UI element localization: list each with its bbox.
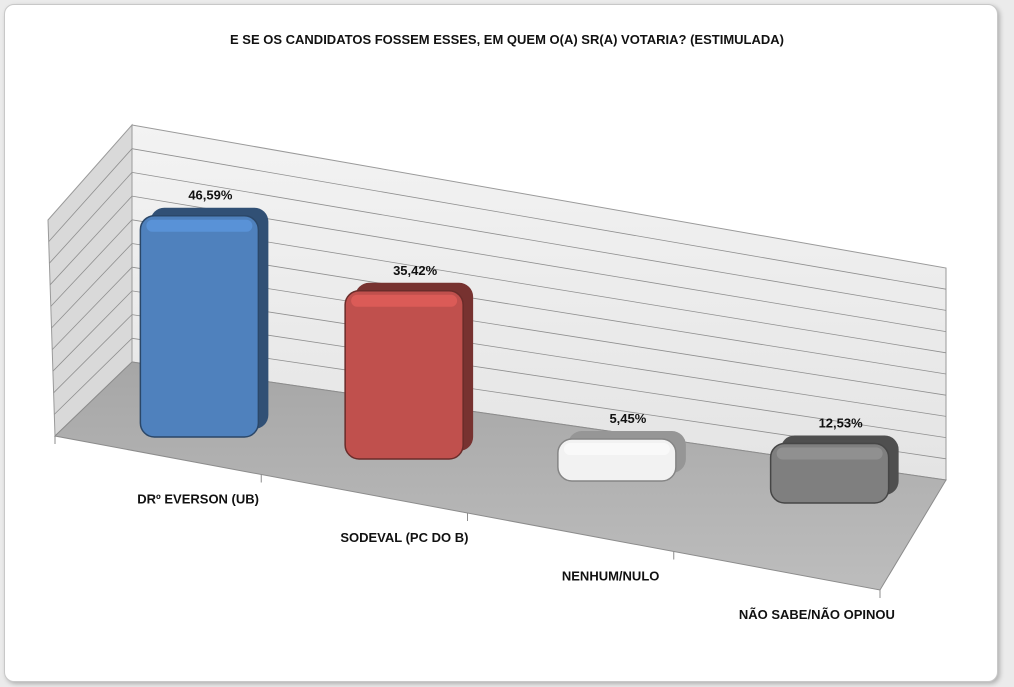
gridline-side — [52, 290, 133, 372]
bar-4 — [769, 435, 899, 504]
bar-2 — [344, 282, 474, 460]
bar-front — [344, 290, 464, 460]
chart-title: E SE OS CANDIDATOS FOSSEM ESSES, EM QUEM… — [230, 32, 784, 47]
data-label: 46,59% — [188, 188, 233, 203]
gridline-side — [48, 148, 133, 242]
gridline — [131, 148, 947, 290]
bar-3 — [557, 431, 686, 482]
gridline-side — [51, 266, 133, 350]
gridline-side — [49, 172, 133, 264]
bar-highlight — [146, 219, 253, 232]
gridline-side — [54, 338, 133, 415]
bar-highlight — [351, 294, 458, 307]
category-label: NÃO SABE/NÃO OPINOU — [739, 607, 895, 622]
data-label: 12,53% — [819, 415, 864, 430]
data-label: 35,42% — [393, 263, 438, 278]
bar-highlight — [776, 447, 883, 460]
data-label: 5,45% — [609, 411, 646, 426]
gridline-side — [53, 314, 133, 394]
bar-front — [139, 214, 260, 438]
bar-highlight — [563, 443, 670, 455]
category-label: NENHUM/NULO — [562, 568, 660, 583]
bar-1 — [139, 207, 269, 438]
category-label: DRº EVERSON (UB) — [137, 491, 259, 506]
gridline-side — [50, 219, 133, 307]
gridline-side — [51, 243, 133, 329]
gridline-side — [49, 195, 133, 286]
category-label: SODEVAL (PC DO B) — [340, 530, 468, 545]
gridline — [131, 172, 947, 311]
